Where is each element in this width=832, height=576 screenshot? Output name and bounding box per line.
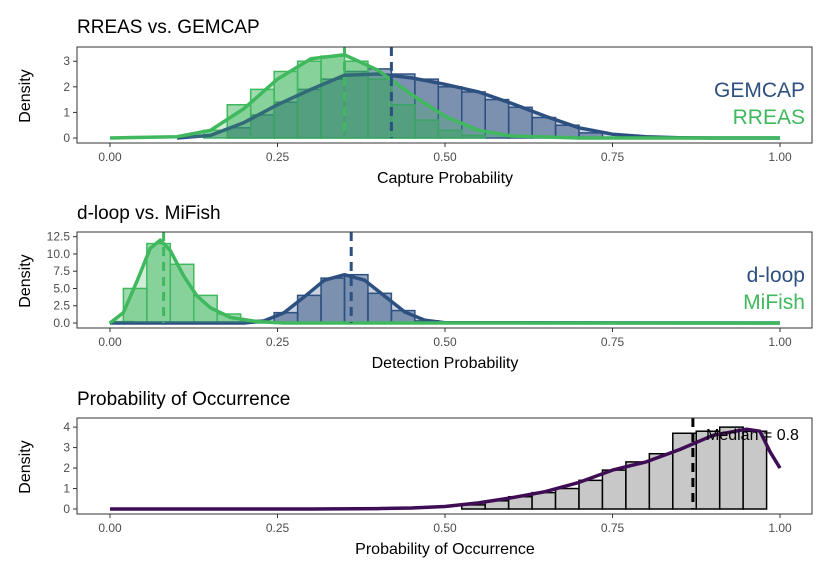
x-axis-label: Detection Probability [372, 355, 519, 372]
x-axis-label: Probability of Occurrence [355, 541, 535, 558]
x-tick-label: 1.00 [768, 335, 792, 349]
x-tick-label: 1.00 [768, 150, 792, 164]
plot-area: 0 1 2 3 0.00 0.25 0.50 0.75 1.00 [63, 46, 813, 164]
x-tick-label: 0.00 [98, 521, 122, 535]
y-axis-label: Density [17, 254, 34, 307]
legend-label-dloop: d-loop [747, 264, 805, 287]
x-tick-label: 0.25 [266, 150, 290, 164]
panel-title: Probability of Occurrence [77, 389, 290, 410]
y-tick-label: 0.0 [53, 316, 70, 330]
y-tick-label: 1 [63, 105, 70, 119]
histogram-bar [461, 134, 486, 139]
x-tick-label: 0.25 [266, 335, 290, 349]
y-tick-label: 3 [63, 54, 70, 68]
panel-capture: RREAS vs. GEMCAP 0 1 2 3 0.00 0.25 0.50 0.75 1.0… [17, 17, 813, 187]
y-axis-label: Density [17, 69, 34, 122]
histogram-bar [414, 119, 440, 139]
y-tick-label: 3 [63, 441, 70, 455]
x-tick-label: 0.25 [266, 521, 290, 535]
y-tick-label: 7.5 [53, 264, 70, 278]
y-tick-label: 4 [63, 420, 70, 434]
x-axis-label: Capture Probability [377, 170, 513, 187]
x-tick-label: 0.75 [601, 335, 625, 349]
plot-area: 0 1 2 3 4 0.00 0.25 0.50 0.75 1.00 [63, 417, 813, 535]
y-tick-label: 2 [63, 461, 70, 475]
y-tick-label: 2.5 [53, 299, 70, 313]
panel-detection: d-loop vs. MiFish 0.02.55.07.510.012.50.… [17, 203, 813, 372]
y-tick-label: 0 [63, 502, 70, 516]
legend-label-mifish: MiFish [743, 291, 805, 314]
y-tick-label: 12.5 [47, 230, 71, 244]
x-tick-label: 0.75 [601, 521, 625, 535]
y-tick-label: 2 [63, 80, 70, 94]
legend-label-rreas: RREAS [733, 106, 805, 129]
x-tick-label: 1.00 [768, 521, 792, 535]
y-tick-label: 0 [63, 131, 70, 145]
panel-title: d-loop vs. MiFish [77, 203, 221, 224]
y-tick-label: 10.0 [47, 247, 71, 261]
x-tick-label: 0.50 [433, 150, 457, 164]
x-tick-label: 0.75 [601, 150, 625, 164]
histogram-bar [601, 469, 627, 510]
median-annotation: Median = 0.8 [706, 427, 799, 444]
x-tick-label: 0.00 [98, 150, 122, 164]
legend-label-gemcap: GEMCAP [714, 79, 805, 102]
y-tick-label: 1 [63, 482, 70, 496]
histogram-bar [648, 452, 674, 510]
density-line [109, 53, 780, 140]
plot-area: 0.0 2.5 5.0 7.5 10.0 12.5 0.00 0.25 0.50 0.75 1.00 [47, 230, 813, 349]
density-line [110, 427, 782, 511]
x-tick-label: 0.00 [98, 335, 122, 349]
density-area [110, 54, 780, 138]
histogram-bar [625, 461, 651, 510]
density-line [108, 238, 780, 325]
y-axis-label: Density [17, 440, 34, 493]
panel-title: RREAS vs. GEMCAP [77, 17, 260, 38]
y-tick-label: 5.0 [53, 281, 70, 295]
density-area [177, 74, 780, 138]
histogram-bar [578, 479, 604, 510]
x-tick-label: 0.50 [433, 335, 457, 349]
density-area [110, 240, 780, 323]
histogram-bar [554, 487, 580, 510]
histogram-bar [437, 129, 463, 139]
x-tick-label: 0.50 [433, 521, 457, 535]
